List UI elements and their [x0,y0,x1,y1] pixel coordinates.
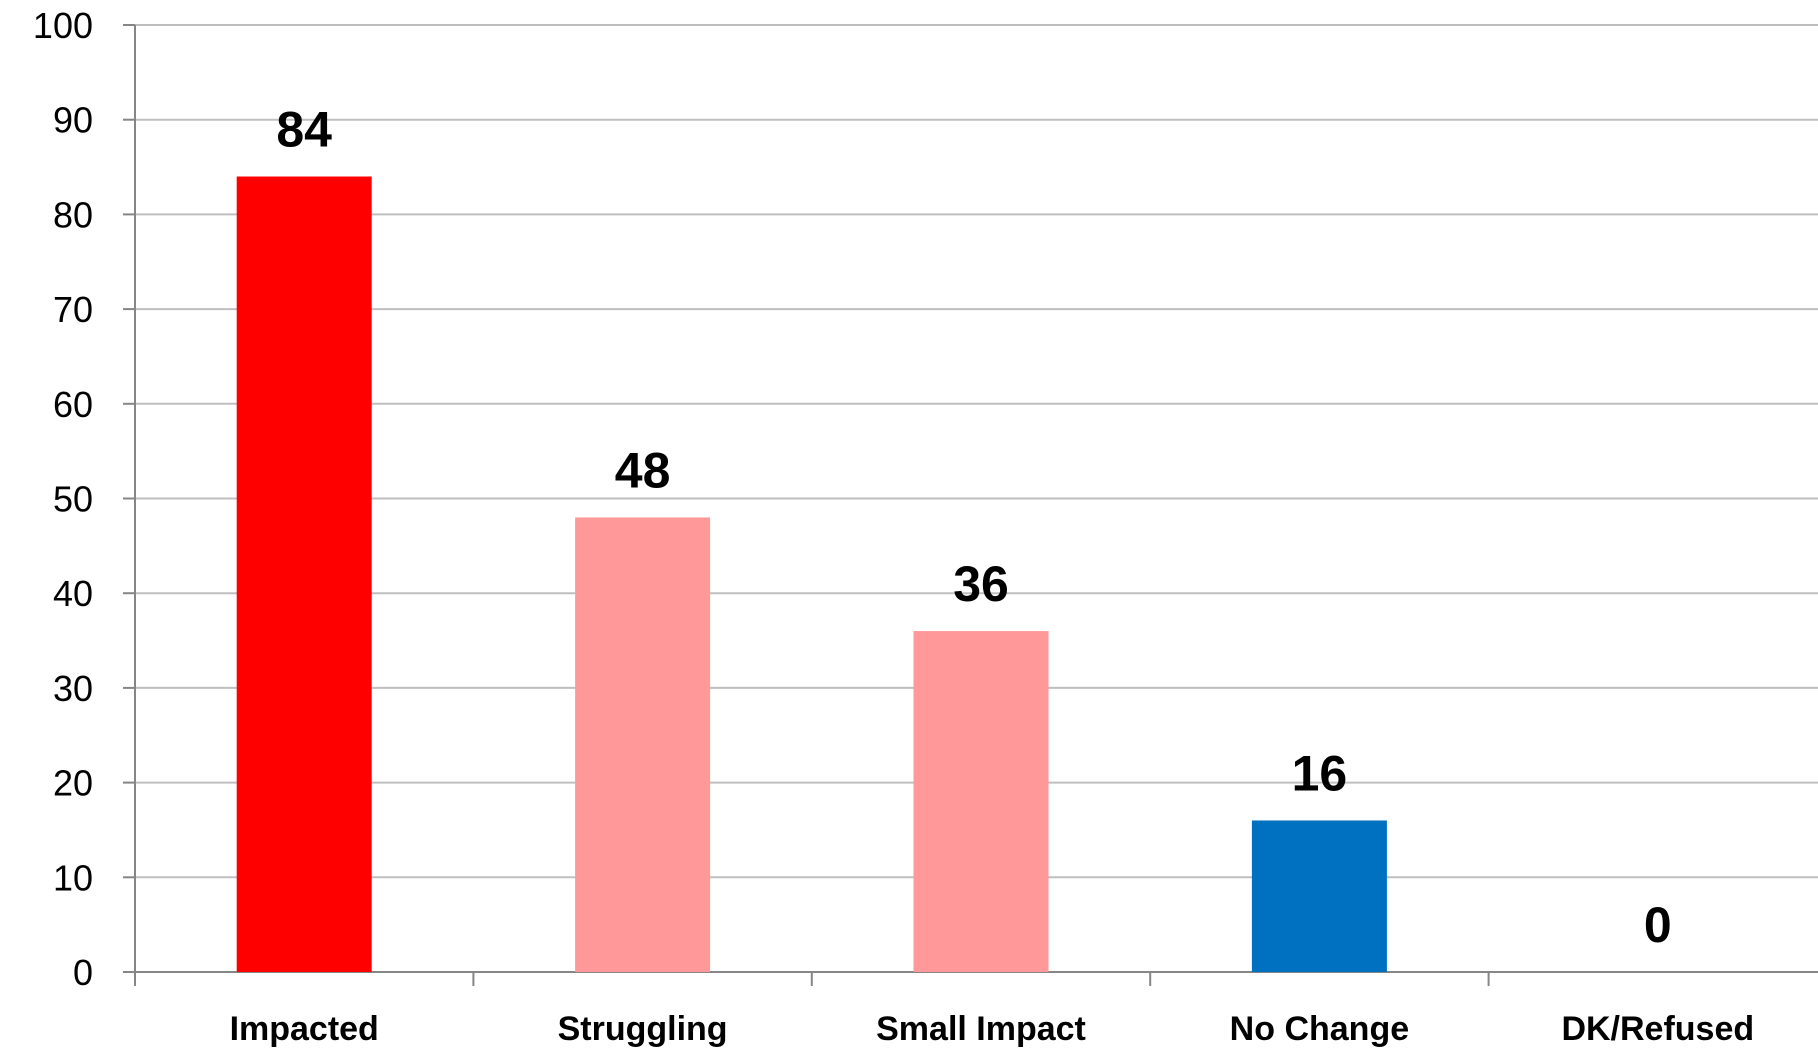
y-tick-label-50: 50 [53,479,93,520]
data-label-small-impact: 36 [953,556,1009,612]
bar-no-change [1251,820,1387,972]
y-tick-label-70: 70 [53,289,93,330]
x-tick-label-small-impact: Small Impact [876,1010,1086,1048]
y-tick-label-10: 10 [53,857,93,898]
bars [236,176,1387,972]
gridlines [135,24,1818,879]
y-tick-label-100: 100 [33,5,93,46]
x-tick-label-struggling: Struggling [558,1010,728,1048]
y-tick-label-90: 90 [53,100,93,141]
x-tick-label-dk-refused: DK/Refused [1561,1010,1754,1048]
x-tick-labels: Impacted Struggling Small Impact No Change D… [230,1010,1755,1048]
data-labels: 84 48 36 16 0 [276,102,1671,953]
y-tick-label-20: 20 [53,763,93,804]
bar-small-impact [913,631,1049,972]
bar-struggling [575,517,711,972]
data-label-impacted: 84 [276,102,332,158]
y-tick-label-80: 80 [53,194,93,235]
y-tick-labels: 0 10 20 30 40 50 60 70 80 90 100 [33,5,93,993]
y-tick-label-40: 40 [53,573,93,614]
bar-impacted [236,176,372,972]
y-tick-label-60: 60 [53,384,93,425]
data-label-struggling: 48 [615,442,671,498]
y-tick-label-0: 0 [73,952,93,993]
x-tick-label-no-change: No Change [1230,1010,1409,1048]
y-tick-label-30: 30 [53,668,93,709]
x-tick-label-impacted: Impacted [230,1010,379,1048]
data-label-dk-refused: 0 [1644,897,1672,953]
data-label-no-change: 16 [1292,745,1348,801]
